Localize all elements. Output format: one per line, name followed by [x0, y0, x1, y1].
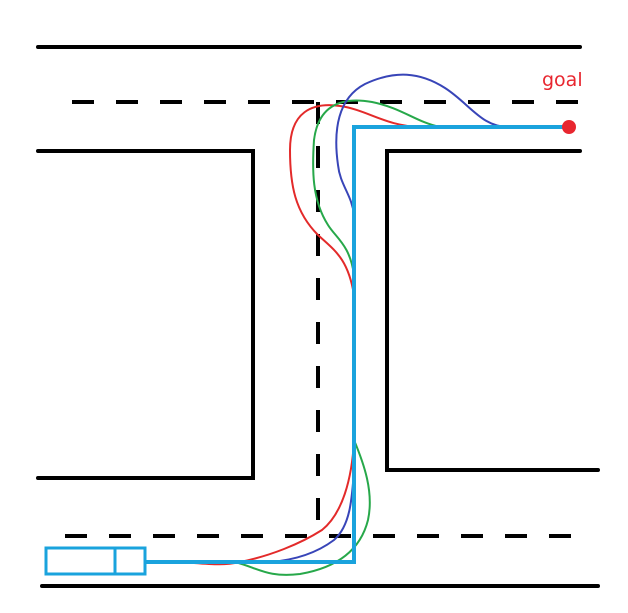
trajectory-green — [234, 99, 568, 576]
left-block-outline — [36, 149, 255, 480]
reference-path — [146, 125, 568, 564]
goal-label: goal — [542, 69, 583, 91]
vehicle-body — [44, 546, 147, 576]
right-block-outline — [385, 149, 600, 472]
lane-markings — [65, 100, 590, 538]
road-edges — [36, 45, 600, 588]
trajectory-red — [179, 104, 500, 566]
trajectory-blue — [269, 73, 560, 563]
car-icon — [44, 546, 147, 576]
goal-dot-icon — [562, 120, 576, 134]
